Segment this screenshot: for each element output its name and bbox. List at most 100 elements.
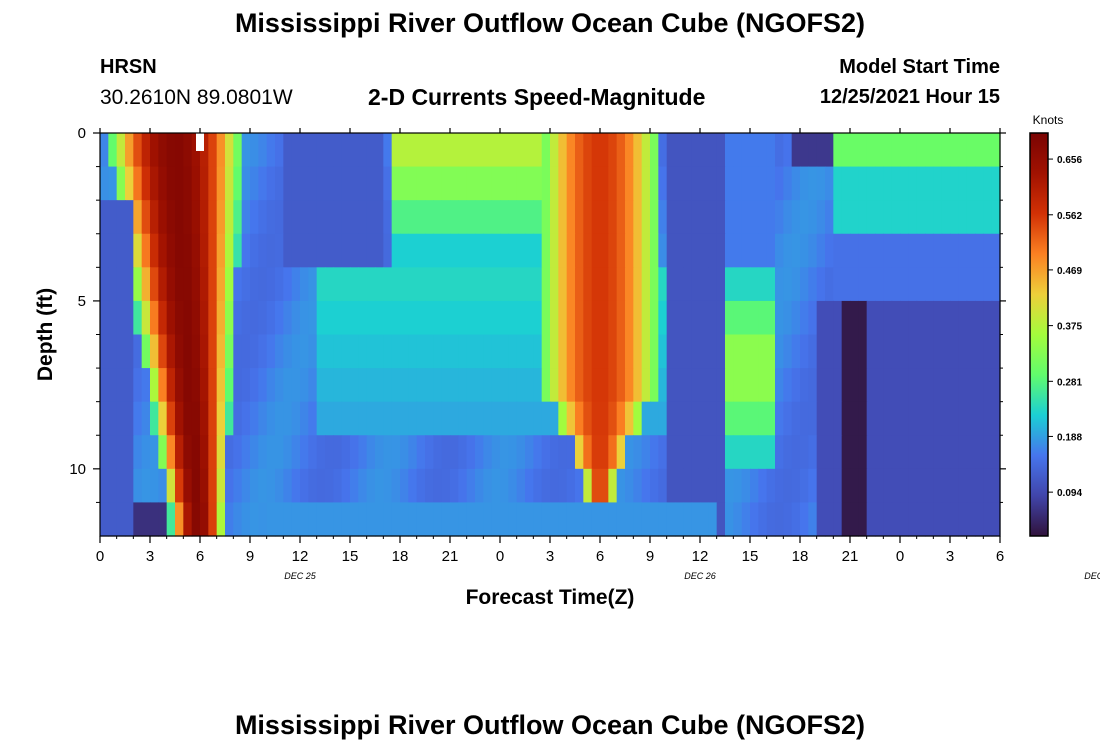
heatmap-cell bbox=[733, 200, 743, 235]
heatmap-cell bbox=[316, 334, 326, 369]
heatmap-cell bbox=[633, 166, 643, 201]
heatmap-cell bbox=[241, 368, 251, 403]
heatmap-cell bbox=[525, 166, 534, 201]
heatmap-cell bbox=[358, 233, 368, 268]
heatmap-cell bbox=[441, 502, 451, 537]
heatmap-cell bbox=[825, 368, 834, 403]
heatmap-cell bbox=[866, 368, 876, 403]
heatmap-cell bbox=[775, 334, 784, 369]
heatmap-cell bbox=[341, 401, 351, 436]
heatmap-cell bbox=[216, 401, 226, 436]
heatmap-cell bbox=[491, 334, 501, 369]
heatmap-cell bbox=[933, 401, 943, 436]
heatmap-cell bbox=[341, 300, 351, 336]
heatmap-cell bbox=[858, 502, 868, 537]
heatmap-cell bbox=[250, 267, 259, 302]
heatmap-cell bbox=[500, 435, 509, 470]
heatmap-cell bbox=[608, 334, 618, 369]
heatmap-cell bbox=[983, 233, 993, 268]
heatmap-cell bbox=[783, 468, 793, 504]
heatmap-cell bbox=[291, 468, 301, 504]
heatmap-cell bbox=[908, 468, 918, 504]
heatmap-cell bbox=[375, 200, 384, 235]
heatmap-cell bbox=[550, 502, 559, 537]
heatmap-cell bbox=[616, 435, 626, 470]
heatmap-cell bbox=[816, 300, 826, 336]
heatmap-cell bbox=[316, 267, 326, 302]
heatmap-cell bbox=[358, 435, 368, 470]
heatmap-cell bbox=[916, 468, 926, 504]
heatmap-cell bbox=[208, 300, 218, 336]
heatmap-cell bbox=[416, 166, 426, 201]
heatmap-cell bbox=[658, 468, 668, 504]
heatmap-cell bbox=[450, 166, 459, 201]
heatmap-cell bbox=[800, 200, 809, 235]
heatmap-cell bbox=[608, 133, 618, 168]
heatmap-cell bbox=[891, 468, 901, 504]
heatmap-cell bbox=[150, 435, 159, 470]
heatmap-cell bbox=[650, 502, 659, 537]
heatmap-cell bbox=[391, 368, 401, 403]
heatmap-cell bbox=[375, 166, 384, 201]
heatmap-cell bbox=[516, 435, 526, 470]
heatmap-cell bbox=[441, 133, 451, 168]
heatmap-cell bbox=[216, 468, 226, 504]
heatmap-cell bbox=[600, 435, 609, 470]
heatmap-cell bbox=[183, 166, 193, 201]
heatmap-cell bbox=[191, 334, 201, 369]
heatmap-cell bbox=[883, 166, 893, 201]
heatmap-cell bbox=[300, 300, 309, 336]
heatmap-cell bbox=[533, 468, 543, 504]
heatmap-cell bbox=[250, 468, 259, 504]
heatmap-cell bbox=[650, 401, 659, 436]
heatmap-cell bbox=[566, 300, 576, 336]
x-axis-label: Forecast Time(Z) bbox=[466, 586, 635, 609]
heatmap-cell bbox=[750, 267, 759, 302]
heatmap-cell bbox=[125, 468, 134, 504]
x-tick-label: 3 bbox=[946, 548, 954, 565]
heatmap-cell bbox=[658, 233, 668, 268]
heatmap-cell bbox=[600, 233, 609, 268]
heatmap-cell bbox=[625, 435, 634, 470]
heatmap-cell bbox=[350, 468, 359, 504]
heatmap-cell bbox=[200, 368, 209, 403]
heatmap-cell bbox=[358, 166, 368, 201]
heatmap-cell bbox=[425, 300, 434, 336]
heatmap-cell bbox=[716, 502, 726, 537]
heatmap-cell bbox=[766, 166, 776, 201]
heatmap-cell bbox=[508, 368, 518, 403]
heatmap-cell bbox=[825, 233, 834, 268]
heatmap-cell bbox=[508, 200, 518, 235]
heatmap-cell bbox=[675, 233, 684, 268]
heatmap-cell bbox=[741, 267, 751, 302]
heatmap-cell bbox=[916, 233, 926, 268]
heatmap-cell bbox=[875, 233, 884, 268]
heatmap-cell bbox=[491, 368, 501, 403]
heatmap-cell bbox=[483, 300, 493, 336]
heatmap-cell bbox=[533, 334, 543, 369]
heatmap-cell bbox=[983, 166, 993, 201]
heatmap-cell bbox=[250, 502, 259, 537]
heatmap-cell bbox=[608, 468, 618, 504]
heatmap-cell bbox=[408, 300, 418, 336]
heatmap-cell bbox=[100, 166, 109, 201]
heatmap-cell bbox=[241, 267, 251, 302]
heatmap-cell bbox=[700, 166, 709, 201]
heatmap-cell bbox=[533, 166, 543, 201]
heatmap-cell bbox=[316, 233, 326, 268]
heatmap-cell bbox=[308, 502, 318, 537]
heatmap-cell bbox=[241, 200, 251, 235]
heatmap-cell bbox=[575, 166, 584, 201]
heatmap-cell bbox=[825, 468, 834, 504]
heatmap-cell bbox=[208, 401, 218, 436]
heatmap-cell bbox=[658, 368, 668, 403]
heatmap-cell bbox=[366, 502, 376, 537]
heatmap-cell bbox=[800, 435, 809, 470]
heatmap-cell bbox=[541, 300, 551, 336]
heatmap-cell bbox=[233, 401, 243, 436]
heatmap-cell bbox=[516, 267, 526, 302]
heatmap-cell bbox=[200, 200, 209, 235]
heatmap-cell bbox=[966, 233, 976, 268]
heatmap-cell bbox=[450, 502, 459, 537]
heatmap-cell bbox=[650, 334, 659, 369]
